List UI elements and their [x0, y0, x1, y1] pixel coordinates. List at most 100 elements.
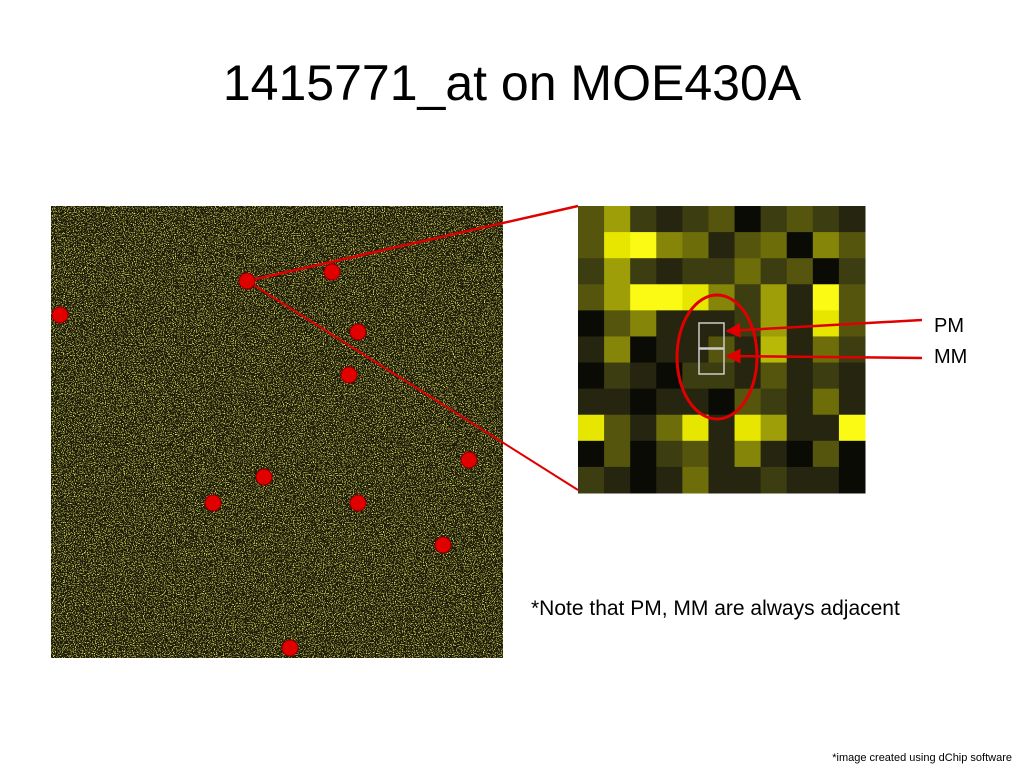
zoom-cell — [656, 258, 683, 285]
zoom-cell — [786, 466, 814, 494]
zoom-cell — [630, 232, 657, 259]
zoom-cell — [838, 466, 866, 494]
probe-dot — [434, 536, 452, 554]
zoom-cell — [708, 258, 736, 285]
zoom-cell — [682, 362, 709, 390]
zoom-cell — [760, 362, 788, 390]
pm-label: PM — [934, 315, 964, 337]
zoom-cell — [760, 310, 788, 337]
zoom-cell — [838, 362, 866, 390]
title: 1415771_at on MOE430A — [223, 55, 802, 111]
zoom-cell — [578, 284, 605, 311]
zoom-cell — [656, 414, 683, 442]
zoom-cell — [682, 440, 709, 468]
zoom-cell — [604, 232, 631, 259]
zoom-cell — [734, 232, 762, 259]
zoom-cell — [656, 232, 683, 259]
zoom-cell — [604, 206, 631, 233]
zoom-cell — [838, 284, 866, 311]
zoom-cell — [786, 206, 814, 233]
zoom-cell — [630, 466, 657, 494]
zoom-cell — [760, 258, 788, 285]
probe-dot — [323, 263, 341, 281]
zoom-cell — [734, 414, 762, 442]
zoom-grid — [578, 206, 866, 494]
zoom-cell — [838, 388, 866, 416]
zoom-cell — [578, 232, 605, 259]
mm-arrow — [725, 348, 923, 364]
zoom-cell — [760, 284, 788, 311]
zoom-cell — [708, 440, 736, 468]
probe-dot — [281, 639, 299, 657]
zoom-cell — [604, 440, 631, 468]
zoom-cell — [734, 206, 762, 233]
zoom-cell — [682, 232, 709, 259]
probe-dot — [238, 272, 256, 290]
probe-dots — [51, 263, 478, 657]
zoom-cell — [630, 414, 657, 442]
chip-image — [51, 206, 503, 658]
mm-cell — [698, 348, 725, 375]
zoom-cell — [656, 388, 683, 416]
zoom-cell — [760, 440, 788, 468]
zoom-cell — [786, 284, 814, 311]
probe-dot — [204, 494, 222, 512]
zoom-cell — [578, 310, 605, 337]
zoom-cell — [734, 310, 762, 337]
zoom-cell — [682, 466, 709, 494]
zoom-line — [246, 204, 579, 283]
zoom-cell — [812, 206, 840, 233]
zoom-cell — [838, 414, 866, 442]
zoom-cell — [578, 388, 605, 416]
zoom-cell — [838, 440, 866, 468]
zoom-cell — [630, 206, 657, 233]
zoom-cell — [786, 232, 814, 259]
zoom-cell — [760, 336, 788, 364]
probe-dot — [460, 451, 478, 469]
zoom-cell — [630, 258, 657, 285]
zoom-cell — [812, 440, 840, 468]
zoom-cell — [630, 388, 657, 416]
zoom-cell — [812, 414, 840, 442]
zoom-cell — [656, 310, 683, 337]
zoom-cell — [838, 232, 866, 259]
zoom-cell — [630, 362, 657, 390]
zoom-cell — [786, 258, 814, 285]
zoom-cell — [812, 284, 840, 311]
zoom-cell — [734, 258, 762, 285]
zoom-cell — [682, 414, 709, 442]
zoom-cell — [578, 414, 605, 442]
zoom-cell — [760, 206, 788, 233]
zoom-cell — [656, 206, 683, 233]
zoom-cell — [812, 388, 840, 416]
note: *Note that PM, MM are always adjacent — [531, 597, 900, 620]
zoom-cell — [604, 414, 631, 442]
zoom-cell — [604, 284, 631, 311]
zoom-cell — [656, 466, 683, 494]
zoom-cell — [812, 232, 840, 259]
zoom-cell — [630, 336, 657, 364]
zoom-cell — [786, 388, 814, 416]
zoom-cell — [656, 440, 683, 468]
zoom-cell — [760, 388, 788, 416]
zoom-cell — [812, 466, 840, 494]
zoom-cell — [760, 466, 788, 494]
zoom-cell — [604, 466, 631, 494]
zoom-cell — [708, 232, 736, 259]
zoom-cell — [630, 440, 657, 468]
probe-dot — [255, 468, 273, 486]
zoom-cell — [630, 310, 657, 337]
zoom-cell — [708, 362, 736, 390]
zoom-cell — [656, 284, 683, 311]
pm-cell — [698, 322, 725, 349]
zoom-cell — [786, 336, 814, 364]
zoom-cell — [682, 258, 709, 285]
zoom-cell — [734, 284, 762, 311]
zoom-cell — [604, 388, 631, 416]
zoom-cell — [838, 206, 866, 233]
probe-dot — [51, 306, 69, 324]
zoom-line — [251, 283, 579, 491]
zoom-cell — [760, 232, 788, 259]
zoom-cell — [786, 414, 814, 442]
